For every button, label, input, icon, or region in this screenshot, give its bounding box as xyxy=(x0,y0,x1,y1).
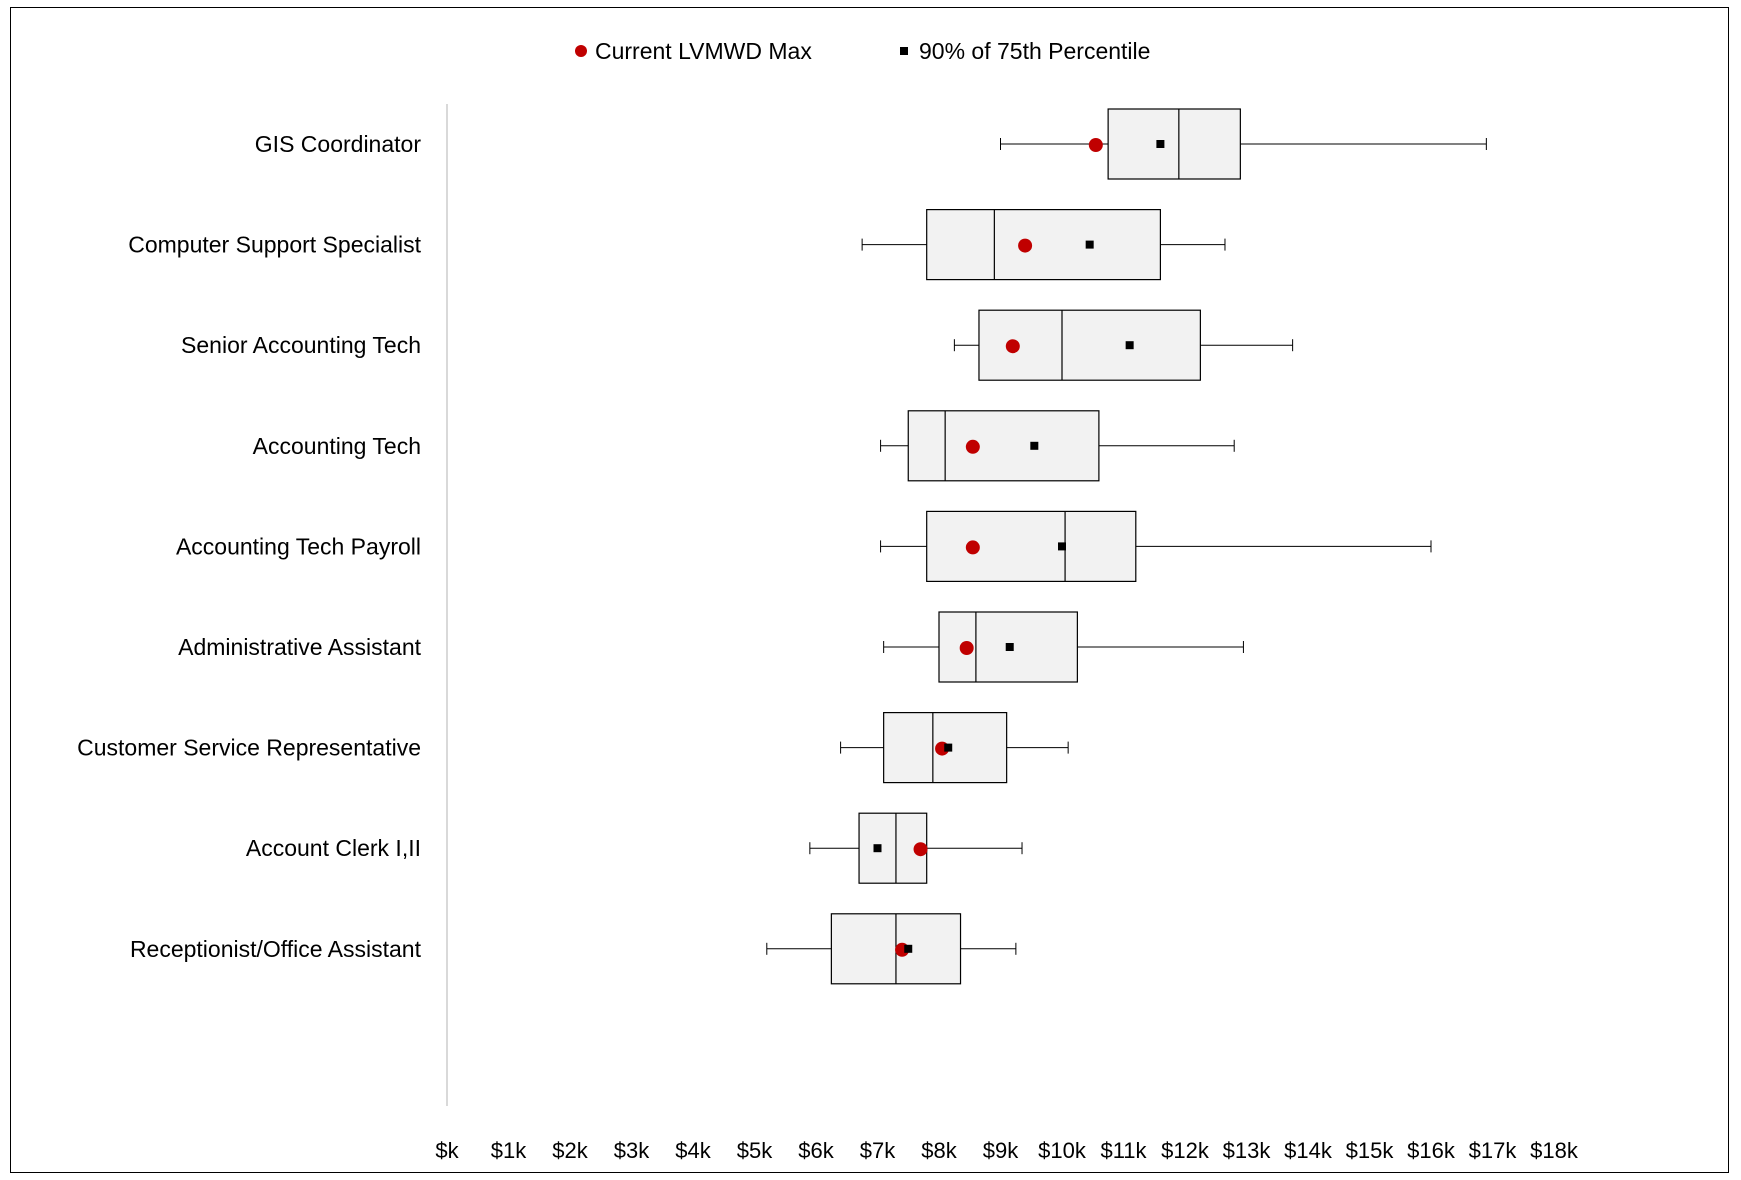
box-plot-row xyxy=(1000,108,1487,180)
category-label: Senior Accounting Tech xyxy=(181,332,421,358)
current-max-marker xyxy=(959,641,974,655)
p90-of-75th-marker xyxy=(1005,643,1014,651)
x-tick-label: $17k xyxy=(1469,1138,1518,1163)
category-label: GIS Coordinator xyxy=(255,131,422,157)
current-max-marker xyxy=(1005,339,1020,354)
x-tick-label: $13k xyxy=(1223,1138,1272,1163)
legend: Current LVMWD Max 90% of 75th Percentile xyxy=(575,38,1150,64)
box-plot-chart: Current LVMWD Max 90% of 75th Percentile… xyxy=(77,38,1579,1163)
x-tick-label: $11k xyxy=(1100,1138,1147,1163)
box-plot-row xyxy=(883,611,1244,683)
x-tick-label: $12k xyxy=(1161,1138,1210,1163)
iqr-box xyxy=(1107,108,1241,180)
box-plot-row xyxy=(766,913,1017,985)
x-tick-label: $10k xyxy=(1038,1138,1087,1163)
category-label: Receptionist/Office Assistant xyxy=(130,936,422,962)
iqr-box xyxy=(926,510,1137,582)
x-tick-label: $14k xyxy=(1284,1138,1333,1163)
current-max-marker xyxy=(965,439,980,454)
box-plot-row xyxy=(809,812,1023,884)
current-max-marker xyxy=(1088,138,1103,152)
x-tick-label: $7k xyxy=(860,1138,896,1163)
box-plot-row xyxy=(953,309,1294,381)
x-tick-label: $k xyxy=(435,1138,459,1163)
box-plot-row xyxy=(840,711,1069,784)
box-plot-row xyxy=(880,410,1235,482)
current-max-marker xyxy=(1018,238,1033,253)
category-label: Computer Support Specialist xyxy=(128,232,421,258)
x-tick-label: $1k xyxy=(491,1138,527,1163)
x-tick-label: $6k xyxy=(798,1138,834,1163)
category-label: Administrative Assistant xyxy=(178,634,421,660)
legend-marker-90pct-75th xyxy=(900,47,908,55)
x-tick-label: $15k xyxy=(1346,1138,1395,1163)
category-label: Accounting Tech Payroll xyxy=(176,533,421,559)
category-label: Accounting Tech xyxy=(253,433,421,459)
p90-of-75th-marker xyxy=(1125,341,1134,350)
p90-of-75th-marker xyxy=(873,844,882,853)
x-tick-label: $4k xyxy=(675,1138,711,1163)
plot-area xyxy=(766,108,1487,985)
current-max-marker xyxy=(913,842,928,857)
legend-label-current-max: Current LVMWD Max xyxy=(595,38,812,64)
x-tick-label: $2k xyxy=(552,1138,588,1163)
p90-of-75th-marker xyxy=(1156,140,1165,148)
box-plot-row xyxy=(880,510,1432,582)
x-tick-label: $5k xyxy=(737,1138,773,1163)
x-tick-label: $18k xyxy=(1530,1138,1579,1163)
x-tick-label: $8k xyxy=(921,1138,957,1163)
legend-label-90pct-75th: 90% of 75th Percentile xyxy=(919,38,1150,64)
x-tick-label: $3k xyxy=(614,1138,650,1163)
x-axis-tick-labels: $k $1k $2k $3k $4k $5k $6k $7k $8k $9k $10k $11k $12… xyxy=(435,1138,1578,1163)
current-max-marker xyxy=(965,540,980,555)
chart-frame: Current LVMWD Max 90% of 75th Percentile… xyxy=(10,7,1729,1173)
box-plot-row xyxy=(861,209,1226,281)
x-tick-label: $16k xyxy=(1407,1138,1456,1163)
p90-of-75th-marker xyxy=(1085,240,1094,249)
category-label: Customer Service Representative xyxy=(77,735,421,761)
p90-of-75th-marker xyxy=(1058,542,1066,551)
x-tick-label: $9k xyxy=(983,1138,1019,1163)
p90-of-75th-marker xyxy=(1030,441,1039,450)
category-label: Account Clerk I,II xyxy=(246,835,421,861)
p90-of-75th-marker xyxy=(904,944,913,953)
p90-of-75th-marker xyxy=(944,743,953,752)
category-labels: GIS Coordinator Computer Support Speciali… xyxy=(77,131,421,962)
iqr-box xyxy=(926,209,1162,281)
iqr-box xyxy=(907,410,1100,482)
legend-marker-current-max xyxy=(575,45,587,57)
